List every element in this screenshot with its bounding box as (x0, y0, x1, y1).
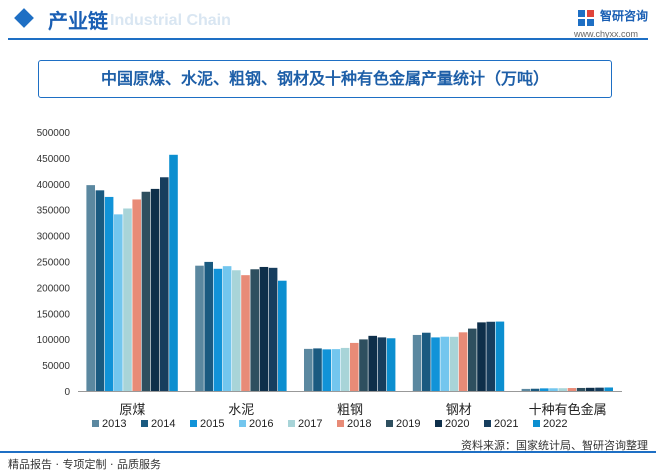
y-tick-label: 350000 (37, 206, 71, 217)
bar-2021-1 (268, 267, 278, 391)
legend-label: 2018 (347, 418, 371, 430)
legend-label: 2019 (396, 418, 420, 430)
bar-2017-1 (232, 270, 241, 391)
bar-2018-1 (241, 275, 250, 391)
bar-2018-4 (567, 388, 577, 391)
bar-2015-4 (540, 388, 549, 391)
legend-label: 2020 (445, 418, 469, 430)
y-tick-label: 0 (64, 387, 70, 398)
y-tick-label: 400000 (37, 180, 71, 191)
bar-2022-4 (604, 387, 613, 391)
bar-2017-3 (449, 336, 459, 391)
bar-2019-3 (468, 328, 477, 391)
legend-swatch-2017 (288, 420, 295, 427)
header-divider (8, 38, 648, 40)
bar-2020-1 (259, 266, 269, 391)
bar-2018-3 (458, 332, 468, 391)
bar-2020-3 (477, 322, 486, 391)
bar-2022-3 (495, 321, 505, 391)
legend-label: 2014 (151, 418, 175, 430)
bar-2017-4 (558, 388, 567, 391)
bar-2014-4 (530, 388, 540, 391)
bar-2013-3 (412, 334, 422, 391)
x-tick-label: 粗钢 (337, 403, 363, 418)
chart-title: 中国原煤、水泥、粗钢、钢材及十种有色金属产量统计（万吨） (100, 69, 549, 88)
y-tick-label: 250000 (37, 258, 71, 269)
bar-2021-3 (486, 321, 495, 391)
bar-2016-4 (549, 388, 558, 391)
bar-2017-2 (340, 347, 350, 391)
bar-2014-2 (313, 348, 322, 391)
bar-2021-4 (595, 387, 604, 391)
bar-2019-0 (141, 191, 151, 391)
bar-2017-0 (123, 208, 132, 391)
bar-2021-2 (377, 337, 387, 391)
footer-divider (0, 451, 656, 453)
bar-2016-1 (222, 266, 232, 391)
bar-2015-2 (322, 349, 331, 391)
bar-2021-0 (160, 177, 169, 391)
bar-2015-0 (104, 196, 114, 391)
y-tick-label: 500000 (37, 128, 71, 139)
section-title: 产业链 (48, 9, 108, 33)
y-tick-label: 450000 (37, 154, 71, 165)
bar-2020-0 (150, 188, 160, 391)
bar-2018-0 (132, 199, 141, 391)
legend-swatch-2022 (533, 420, 540, 427)
bar-2015-1 (213, 268, 223, 391)
bar-2016-3 (440, 336, 449, 391)
bar-2013-1 (195, 265, 204, 391)
legend-swatch-2020 (435, 420, 442, 427)
x-tick-label: 水泥 (228, 403, 254, 418)
bar-2014-0 (95, 190, 105, 391)
bar-2019-4 (576, 387, 586, 391)
bar-2018-2 (350, 342, 359, 391)
bar-2022-0 (169, 154, 178, 391)
legend-swatch-2013 (92, 420, 99, 427)
bar-2014-1 (204, 261, 213, 391)
legend-label: 2017 (298, 418, 322, 430)
legend-label: 2021 (494, 418, 518, 430)
footer-slogan: 精品报告 · 专项定制 · 品质服务 (8, 458, 161, 471)
legend-label: 2016 (249, 418, 273, 430)
legend-swatch-2015 (190, 420, 197, 427)
y-tick-label: 150000 (37, 309, 71, 320)
bar-2014-3 (422, 332, 431, 391)
x-tick-label: 钢材 (446, 403, 472, 418)
brand-logo-icon (578, 10, 594, 26)
chart-title-box: 中国原煤、水泥、粗钢、钢材及十种有色金属产量统计（万吨） (38, 60, 612, 98)
y-tick-label: 50000 (42, 361, 70, 372)
legend-swatch-2019 (386, 420, 393, 427)
legend-label: 2013 (102, 418, 126, 430)
legend-swatch-2014 (141, 420, 148, 427)
y-tick-label: 200000 (37, 283, 71, 294)
bar-2020-4 (586, 387, 595, 391)
legend-label: 2022 (543, 418, 567, 430)
brand-name: 智研咨询 (600, 9, 649, 23)
x-tick-label: 十种有色金属 (529, 402, 607, 418)
bar-2015-3 (431, 337, 440, 391)
x-tick-label: 原煤 (119, 403, 145, 418)
source-note: 资料来源：国家统计局、智研咨询整理 (461, 439, 648, 452)
bar-2013-4 (521, 388, 531, 391)
bar-2013-0 (86, 185, 95, 391)
y-tick-label: 300000 (37, 232, 71, 243)
legend-swatch-2018 (337, 420, 344, 427)
bar-2022-1 (278, 280, 287, 391)
bar-2020-2 (368, 335, 377, 391)
bar-2022-2 (386, 338, 396, 391)
bar-2013-2 (304, 348, 313, 391)
bar-2019-2 (359, 339, 368, 391)
brand-url[interactable]: www.chyxx.com (574, 29, 639, 39)
legend-swatch-2016 (239, 420, 246, 427)
legend-label: 2015 (200, 418, 224, 430)
bar-2016-0 (114, 214, 123, 391)
y-tick-label: 100000 (37, 335, 71, 346)
header-bg-text: Industrial Chain (110, 12, 231, 29)
legend-swatch-2021 (484, 420, 491, 427)
page-header: Industrial Chain 产业链 智研咨询 www.chyxx.com (0, 0, 656, 40)
bar-2016-2 (331, 349, 341, 391)
bar-2019-1 (250, 269, 259, 391)
